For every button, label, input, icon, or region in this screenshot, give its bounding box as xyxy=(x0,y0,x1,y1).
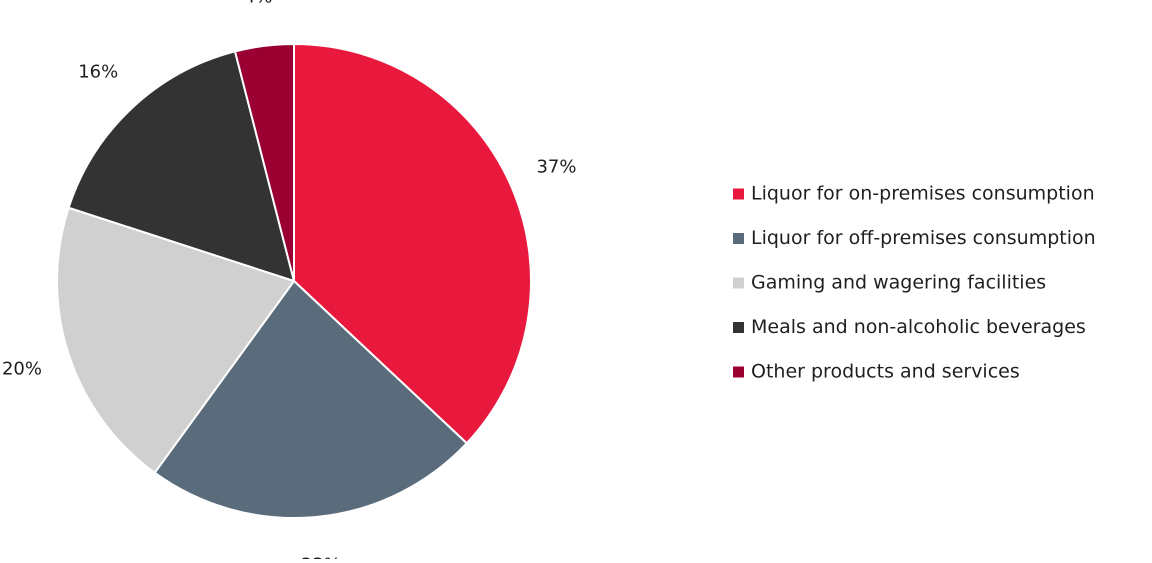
pie-slice-5 xyxy=(234,43,295,282)
legend-item: Other products and services xyxy=(733,361,1020,383)
slice-value-label: 23% xyxy=(301,555,341,559)
legend-swatch xyxy=(733,188,744,200)
slice-value-label: 16% xyxy=(78,62,118,83)
legend-item: Gaming and wagering facilities xyxy=(733,272,1046,294)
legend-label: Liquor for off-premises consumption xyxy=(751,227,1096,249)
slice-value-label: 37% xyxy=(536,156,576,177)
legend-item: Meals and non-alcoholic beverages xyxy=(733,316,1086,338)
pie-slices xyxy=(55,43,533,519)
slice-value-label: 4% xyxy=(244,0,273,7)
legend: Liquor for on-premises consumption Liquor… xyxy=(733,183,1096,383)
pie-slice-1 xyxy=(293,43,533,445)
legend-label: Meals and non-alcoholic beverages xyxy=(751,316,1086,338)
legend-swatch xyxy=(733,277,744,289)
legend-label: Gaming and wagering facilities xyxy=(751,272,1046,294)
legend-swatch xyxy=(733,366,744,378)
legend-item: Liquor for on-premises consumption xyxy=(733,183,1095,205)
legend-label: Liquor for on-premises consumption xyxy=(751,183,1095,205)
pie-slice-4 xyxy=(67,50,295,282)
slice-value-label: 20% xyxy=(2,358,42,379)
legend-item: Liquor for off-premises consumption xyxy=(733,227,1096,249)
legend-label: Other products and services xyxy=(751,361,1020,383)
pie-slice-2 xyxy=(153,280,468,519)
legend-swatch xyxy=(733,322,744,333)
legend-swatch xyxy=(733,233,744,244)
pie-slice-3 xyxy=(55,206,295,474)
